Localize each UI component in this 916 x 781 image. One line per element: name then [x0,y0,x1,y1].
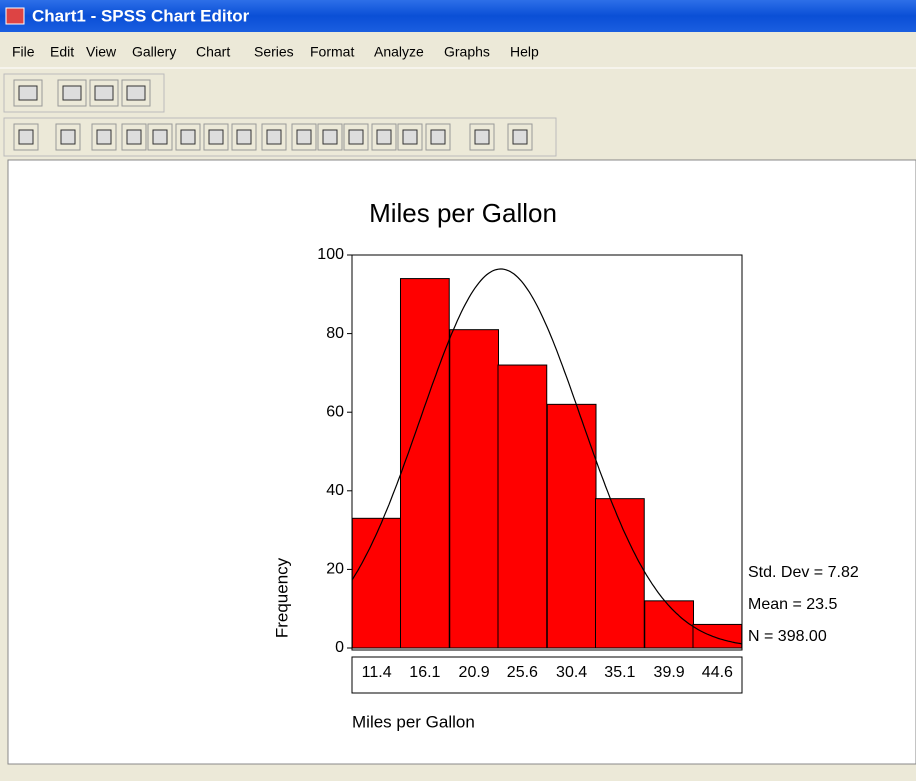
plot-frame [351,254,743,651]
button-icon [208,129,224,145]
x-label-box [351,656,743,694]
x-axis-label: Miles per Gallon [352,712,475,731]
x-tick-label: 35.1 [604,664,635,681]
bar [351,517,402,649]
button-icon [266,129,282,145]
button-icon [348,129,364,145]
menu-item[interactable]: Graphs [444,44,490,60]
stat-std: Std. Dev = 7.82 [748,564,859,581]
button-icon [236,129,252,145]
menu-item[interactable]: Analyze [374,44,424,60]
toolbar-button[interactable] [231,123,257,151]
bar [449,329,500,649]
bar [497,364,548,649]
menu-item[interactable]: Help [510,44,539,60]
window-title: Chart1 - SPSS Chart Editor [32,6,250,25]
toolbar-button[interactable] [121,123,147,151]
y-tick-label: 80 [326,325,344,342]
menu-item[interactable]: Edit [50,44,74,60]
normal-curve [352,268,742,645]
button-icon [126,85,146,101]
button-icon [60,129,76,145]
bar [692,623,743,649]
button-icon [152,129,168,145]
chart-title: Miles per Gallon [369,198,557,228]
button-icon [296,129,312,145]
title-bar [0,0,916,32]
menu-item[interactable]: Series [254,44,294,60]
button-icon [18,129,34,145]
menu-item[interactable]: Chart [196,44,230,60]
button-icon [126,129,142,145]
toolbars [3,73,557,157]
menu-item[interactable]: Gallery [132,44,176,60]
button-icon [96,129,112,145]
button-icon [18,85,38,101]
button-icon [430,129,446,145]
stat-mean: Mean = 23.5 [748,596,838,613]
x-tick-label: 20.9 [459,664,490,681]
menu-item[interactable]: File [12,44,35,60]
toolbar-button[interactable] [91,123,117,151]
y-tick-label: 20 [326,561,344,578]
toolbar [3,117,557,157]
bar [594,498,645,649]
button-icon [474,129,490,145]
app-icon [5,7,25,25]
stat-n: N = 398.00 [748,628,827,645]
x-tick-label: 25.6 [507,664,538,681]
menu-item[interactable]: Format [310,44,354,60]
x-tick-label: 44.6 [702,664,733,681]
y-tick-label: 0 [335,639,344,656]
bar [644,600,695,649]
x-tick-label: 39.9 [654,664,685,681]
toolbar [3,73,165,113]
menu-bar: File Edit View Gallery Chart Series Format Anal… [12,44,539,60]
button-icon [402,129,418,145]
toolbar-button[interactable] [371,123,397,151]
x-tick-label: 11.4 [362,664,392,681]
y-axis-label: Frequency [272,557,291,638]
x-tick-label: 30.4 [556,664,587,681]
y-tick-label: 100 [317,246,344,263]
chart: Miles per Gallon Miles per Gallon Freque… [272,198,858,732]
button-icon [512,129,528,145]
button-icon [62,85,82,101]
button-icon [376,129,392,145]
button-icon [180,129,196,145]
button-icon [94,85,114,101]
y-tick-label: 60 [326,403,344,420]
menu-item[interactable]: View [86,44,117,60]
bar [399,278,450,649]
x-tick-label: 16.1 [409,664,440,681]
y-tick-label: 40 [326,482,344,499]
button-icon [322,129,338,145]
